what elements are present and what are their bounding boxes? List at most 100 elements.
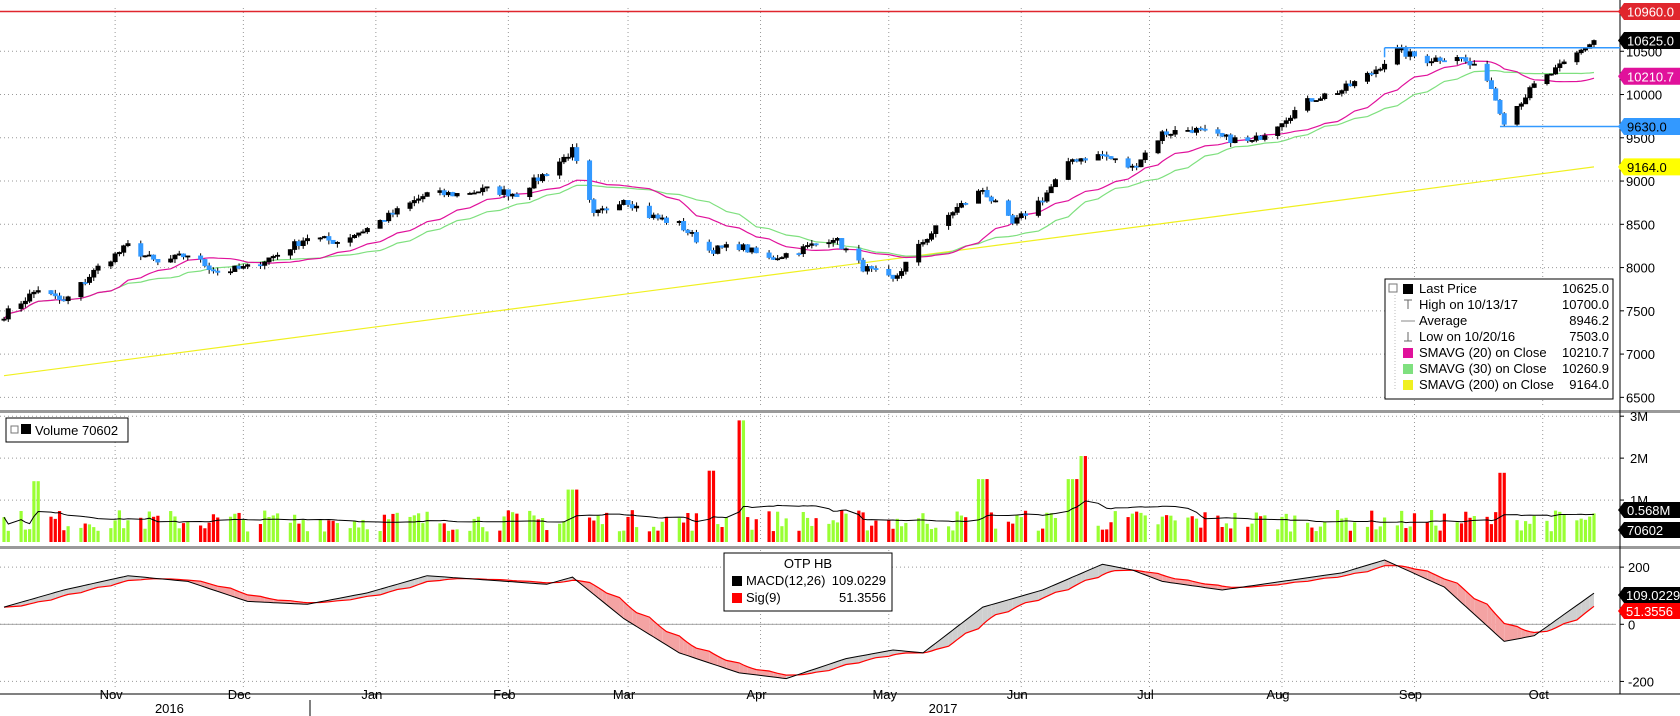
candle-body [1335, 93, 1341, 95]
macd-fill-segment [995, 599, 1009, 615]
volume-bar [1199, 527, 1203, 542]
macd-fill-segment [1106, 565, 1112, 573]
volume-bar [1135, 511, 1139, 542]
candle-body [527, 187, 533, 198]
volume-bar [506, 510, 510, 542]
volume-bar [199, 525, 203, 542]
macd-fill-segment [98, 579, 111, 588]
macd-line [3, 559, 1595, 680]
volume-bar [540, 518, 545, 542]
volume-bar [1036, 530, 1040, 542]
macd-fill-segment [1158, 573, 1163, 582]
candle-body [946, 214, 952, 226]
volume-bar [771, 531, 775, 542]
volume-bar [605, 512, 609, 542]
candle-body [1155, 140, 1161, 154]
candle-body [210, 269, 216, 272]
candle-body [1232, 137, 1238, 144]
volume-bar [1011, 523, 1015, 542]
candle-body [984, 189, 990, 198]
volume-bar [361, 519, 365, 542]
candle-body [800, 246, 806, 255]
volume-bar [1143, 515, 1147, 542]
candle-body [535, 177, 541, 182]
candle-body [61, 299, 67, 302]
candle-body [1501, 113, 1507, 125]
volume-bar [498, 530, 502, 542]
volume-bar [951, 530, 955, 542]
macd-fill-segment [418, 576, 423, 585]
candle-body [993, 200, 999, 203]
candle-body [634, 205, 640, 209]
candle-body [198, 255, 204, 260]
volume-bar [1160, 516, 1164, 542]
volume-bar [929, 529, 934, 542]
candle-body [681, 221, 687, 231]
candle-body [330, 239, 336, 244]
macd-legend-label-0: MACD(12,26) [746, 573, 825, 588]
x-tick-label-jul: Jul [1137, 687, 1154, 702]
tag-signal-text: 51.3556 [1626, 604, 1673, 619]
volume-bar [566, 489, 570, 542]
candle-body [441, 190, 447, 196]
tag-9630-bg [1618, 118, 1680, 136]
volume-bar [805, 517, 810, 542]
candle-body [1014, 217, 1020, 224]
candle-body [963, 203, 969, 205]
volume-bar [1186, 517, 1190, 542]
volume-bar [468, 530, 472, 542]
price-legend-row-3-label: Low on 10/20/16 [1419, 329, 1515, 344]
volume-bar [1156, 524, 1160, 542]
candle-body [185, 255, 191, 258]
macd-fill-segment [1576, 602, 1582, 620]
candle-body [903, 261, 909, 272]
candle-body [514, 193, 520, 198]
volume-bar [861, 512, 865, 542]
candle-body [228, 271, 234, 274]
volume-bar [1314, 531, 1318, 542]
macd-fill-segment [217, 586, 231, 596]
volume-bar [1045, 512, 1049, 542]
volume-bar [233, 513, 237, 542]
macd-fill-segment [55, 591, 60, 599]
candle-body [988, 196, 994, 202]
macd-legend-swatch-1 [732, 593, 742, 603]
macd-legend-swatch-0 [732, 576, 742, 586]
x-tick-label-dec: Dec [228, 687, 252, 702]
candle-body [505, 189, 511, 197]
volume-bar [840, 510, 844, 542]
candle-body [1364, 72, 1370, 82]
tag-macd-bg [1618, 587, 1680, 603]
candle-body [1369, 72, 1375, 75]
macd-fill-segment [606, 593, 620, 616]
volume-bar [959, 515, 964, 542]
candle-body [142, 255, 148, 258]
candle-body [275, 254, 281, 257]
price-legend-row-5-label: SMAVG (30) on Close [1419, 361, 1547, 376]
volume-bar [348, 528, 352, 542]
volume-bar [49, 516, 53, 542]
candle-body [172, 254, 178, 260]
macd-fill-segment [115, 577, 120, 585]
volume-bar [485, 531, 489, 542]
volume-bar [511, 512, 515, 542]
volume-bar [1429, 510, 1434, 542]
candle-body [860, 259, 866, 272]
macd-fill-segment [1081, 571, 1086, 583]
volume-bar [1019, 517, 1023, 542]
volume-bar [664, 516, 669, 542]
macd-fill-segment [717, 656, 723, 668]
macd-fill-segment [653, 621, 658, 640]
candle-body [1125, 158, 1131, 168]
candle-body [950, 212, 956, 216]
candle-body [510, 193, 516, 197]
macd-fill-segment [628, 605, 633, 624]
volume-bar [1472, 516, 1476, 542]
macd-y-tick-label: -200 [1628, 674, 1654, 689]
volume-bar [857, 510, 861, 542]
volume-bar [1194, 518, 1199, 542]
volume-bar [6, 530, 10, 542]
macd-fill-segment [1414, 568, 1428, 580]
volume-bar [626, 516, 630, 542]
volume-bar [1588, 516, 1592, 542]
